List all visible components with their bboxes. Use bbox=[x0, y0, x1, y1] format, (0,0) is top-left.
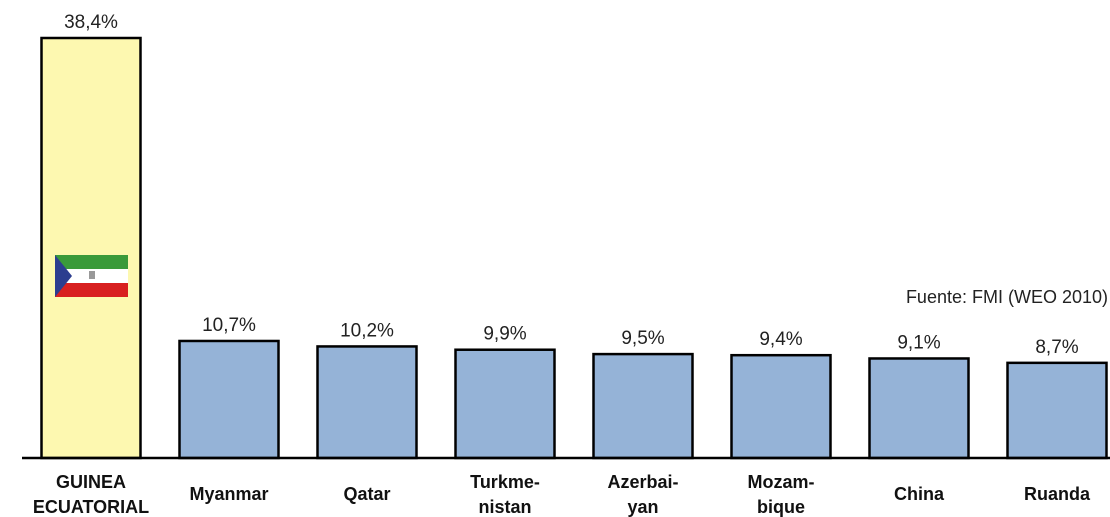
source-note: Fuente: FMI (WEO 2010) bbox=[906, 287, 1108, 307]
x-tick-line: Azerbai- bbox=[607, 472, 678, 492]
bar bbox=[40, 36, 142, 460]
bar bbox=[178, 339, 280, 460]
x-tick-label: GUINEA ECUATORIAL bbox=[33, 472, 149, 517]
x-tick-label: Turkme-nistan bbox=[470, 472, 540, 517]
x-tick-label: China bbox=[894, 484, 945, 504]
x-tick-label: Qatar bbox=[343, 484, 390, 504]
x-tick-line: GUINEA bbox=[56, 472, 126, 492]
bar bbox=[454, 348, 556, 460]
x-tick-label: Azerbai-yan bbox=[607, 472, 678, 517]
value-label: 38,4% bbox=[64, 12, 118, 33]
x-tick-line: yan bbox=[627, 497, 658, 517]
bar bbox=[1006, 361, 1108, 460]
x-tick-line: ECUATORIAL bbox=[33, 497, 149, 517]
value-label: 10,7% bbox=[202, 315, 256, 336]
bar bbox=[592, 352, 694, 460]
value-label: 9,5% bbox=[621, 328, 664, 349]
bar bbox=[730, 353, 832, 460]
x-tick-line: nistan bbox=[478, 497, 531, 517]
value-label: 10,2% bbox=[340, 320, 394, 341]
x-tick-label: Mozam-bique bbox=[748, 472, 815, 517]
value-label: 8,7% bbox=[1035, 337, 1078, 358]
flag bbox=[55, 255, 128, 297]
x-tick-label: Ruanda bbox=[1024, 484, 1091, 504]
x-tick-line: bique bbox=[757, 497, 805, 517]
bar bbox=[316, 345, 418, 460]
x-tick-line: Turkme- bbox=[470, 472, 540, 492]
value-label: 9,1% bbox=[897, 332, 940, 353]
x-tick-label: Myanmar bbox=[189, 484, 268, 504]
value-label: 9,9% bbox=[483, 324, 526, 345]
bar bbox=[868, 357, 970, 460]
value-label: 9,4% bbox=[759, 329, 802, 350]
x-tick-line: Mozam- bbox=[748, 472, 815, 492]
